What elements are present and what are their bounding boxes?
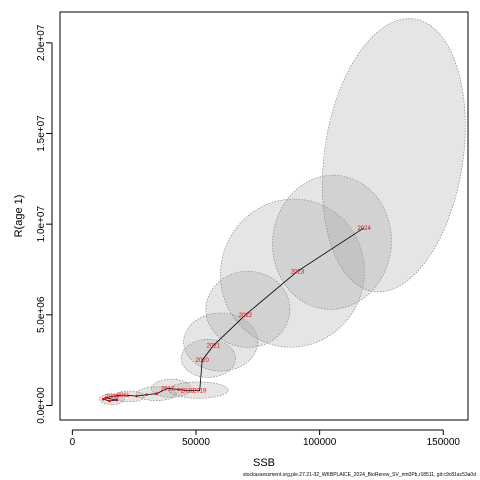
- x-tick-label-100000: 100000: [303, 437, 337, 448]
- point-label-2022: 2022: [239, 313, 253, 319]
- y-axis: 0.0e+00 5.0e+06 1.0e+07 1.5e+07 2.0e+07: [36, 24, 53, 424]
- confidence-ellipse-7: [183, 312, 259, 372]
- data-point-11: [177, 388, 180, 391]
- plot-border: [59, 11, 469, 421]
- x-axis: 0 50000 100000 150000: [70, 429, 461, 448]
- confidence-ellipse-9: [220, 198, 365, 348]
- confidence-ellipses: [99, 18, 466, 405]
- data-point-1: [101, 397, 105, 401]
- y-tick-label-1.0e+07: 1.0e+07: [36, 206, 47, 243]
- x-tick-label-150000: 150000: [427, 437, 461, 448]
- x-axis-title: SSB: [253, 457, 275, 469]
- data-point-9: [155, 392, 158, 396]
- y-axis-title: R(age 1): [13, 195, 25, 238]
- point-label-2023: 2023: [291, 269, 305, 275]
- y-tick-label-1.5e+07: 1.5e+07: [36, 115, 47, 152]
- confidence-ellipse-10: [272, 174, 392, 310]
- confidence-ellipse-8: [205, 271, 291, 348]
- y-tick-label-0.0e+00: 0.0e+00: [36, 387, 47, 424]
- confidence-ellipse-11: [322, 18, 466, 293]
- point-label-2018: 2018: [181, 389, 195, 395]
- data-point-2: [108, 399, 111, 403]
- data-point-7: [135, 394, 138, 398]
- point-label-2024: 2024: [357, 226, 371, 232]
- point-label-2019: 2019: [193, 389, 207, 395]
- data-point-8: [145, 393, 148, 396]
- x-tick-label-0: 0: [70, 437, 76, 448]
- point-label-2017: 2017: [161, 386, 175, 392]
- y-tick-label-5.0e+06: 5.0e+06: [36, 296, 47, 333]
- point-label-2011: 2011: [117, 393, 131, 399]
- point-label-2020: 2020: [196, 358, 210, 364]
- confidence-ellipse-5: [168, 381, 229, 399]
- point-label-2021: 2021: [207, 344, 221, 350]
- footer-note: stockassessment.org,ple.27.21-32_WKBPLAI…: [242, 472, 476, 478]
- confidence-ellipse-6: [180, 339, 236, 378]
- data-point-3: [115, 398, 119, 402]
- data-point-4: [104, 396, 108, 400]
- trajectory-line: [103, 227, 365, 402]
- y-tick-label-2.0e+07: 2.0e+07: [36, 24, 47, 61]
- point-label-2008: 2008: [105, 394, 119, 400]
- x-tick-label-50000: 50000: [182, 437, 210, 448]
